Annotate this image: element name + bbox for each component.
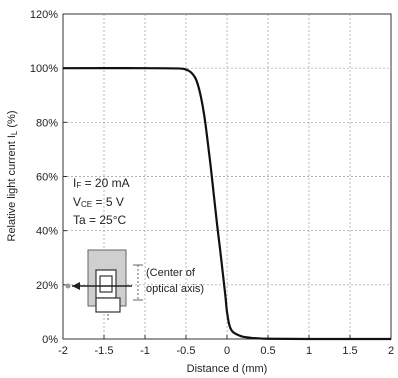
y-axis-title: Relative light current IL (%) [6, 110, 19, 241]
y-tick-label: 100% [30, 63, 58, 75]
x-tick-label: 2 [388, 345, 394, 357]
condition-collector-voltage: VCE = 5 V [73, 195, 124, 209]
x-tick-label: -1.5 [95, 345, 114, 357]
annotation-line-2: optical axis) [146, 283, 204, 295]
x-tick-label: -1 [140, 345, 150, 357]
y-tick-label: 0% [42, 334, 58, 346]
x-tick-label: 1.5 [342, 345, 357, 357]
x-tick-label: -0.5 [177, 345, 196, 357]
x-axis-ticks: -2 -1.5 -1 -0.5 0 0.5 1 1.5 2 [58, 335, 394, 357]
x-axis-title: Distance d (mm) [187, 363, 268, 375]
y-tick-label: 40% [36, 226, 58, 238]
x-tick-label: -2 [58, 345, 68, 357]
grid [63, 14, 391, 339]
x-tick-label: 1 [306, 345, 312, 357]
series-line [62, 67, 392, 341]
sensor-diagram-icon [65, 249, 143, 322]
annotation-line-1: (Center of [146, 267, 196, 279]
y-axis-ticks: 0% 20% 40% 60% 80% 100% 120% [30, 9, 67, 346]
y-tick-label: 120% [30, 9, 58, 21]
condition-forward-current: IF = 20 mA [73, 176, 130, 190]
y-tick-label: 20% [36, 280, 58, 292]
condition-ambient-temperature: Ta = 25°C [73, 213, 126, 227]
y-tick-label: 60% [36, 172, 58, 184]
y-tick-label: 80% [36, 117, 58, 129]
x-tick-label: 0 [224, 345, 230, 357]
x-tick-label: 0.5 [260, 345, 275, 357]
